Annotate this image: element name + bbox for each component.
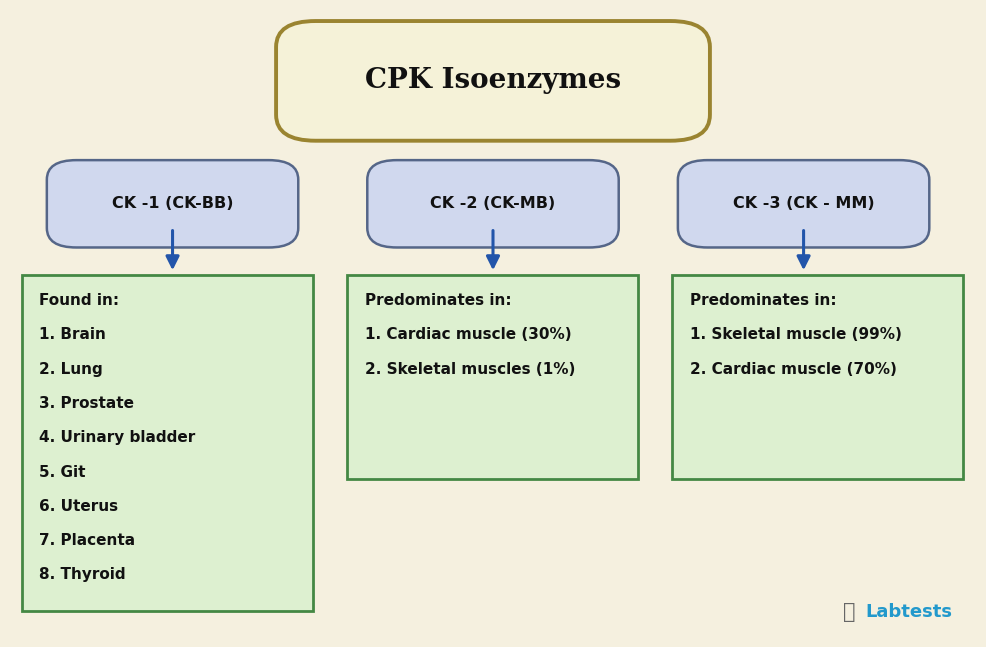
- Text: CK -1 (CK-BB): CK -1 (CK-BB): [111, 196, 234, 212]
- FancyBboxPatch shape: [276, 21, 710, 141]
- Text: Predominates in:: Predominates in:: [365, 293, 512, 308]
- Text: 2. Cardiac muscle (70%): 2. Cardiac muscle (70%): [690, 362, 897, 377]
- Text: 5. Git: 5. Git: [39, 465, 86, 479]
- Text: 6. Uterus: 6. Uterus: [39, 499, 118, 514]
- Text: Predominates in:: Predominates in:: [690, 293, 837, 308]
- Text: 2. Lung: 2. Lung: [39, 362, 104, 377]
- Text: CK -2 (CK-MB): CK -2 (CK-MB): [430, 196, 556, 212]
- Text: 2. Skeletal muscles (1%): 2. Skeletal muscles (1%): [365, 362, 575, 377]
- FancyBboxPatch shape: [367, 160, 619, 247]
- FancyBboxPatch shape: [672, 275, 963, 479]
- FancyBboxPatch shape: [347, 275, 638, 479]
- Text: 3. Prostate: 3. Prostate: [39, 396, 134, 411]
- FancyBboxPatch shape: [46, 160, 298, 247]
- Text: 7. Placenta: 7. Placenta: [39, 533, 135, 548]
- Text: Found in:: Found in:: [39, 293, 119, 308]
- Text: 8. Thyroid: 8. Thyroid: [39, 567, 126, 582]
- Text: 1. Brain: 1. Brain: [39, 327, 106, 342]
- FancyBboxPatch shape: [22, 275, 313, 611]
- Text: 1. Cardiac muscle (30%): 1. Cardiac muscle (30%): [365, 327, 572, 342]
- Text: Labtests: Labtests: [866, 603, 952, 621]
- Text: CPK Isoenzymes: CPK Isoenzymes: [365, 67, 621, 94]
- Text: 1. Skeletal muscle (99%): 1. Skeletal muscle (99%): [690, 327, 902, 342]
- Text: 🔬: 🔬: [843, 602, 856, 622]
- Text: 4. Urinary bladder: 4. Urinary bladder: [39, 430, 195, 445]
- Text: CK -3 (CK - MM): CK -3 (CK - MM): [733, 196, 875, 212]
- FancyBboxPatch shape: [677, 160, 929, 247]
